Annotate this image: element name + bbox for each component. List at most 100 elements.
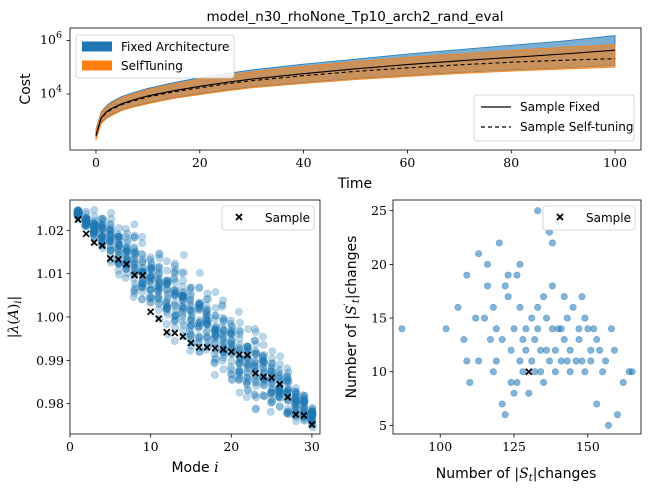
modes-cloud-point <box>283 405 292 414</box>
modes-cloud-point <box>275 374 284 383</box>
modes-cloud-point <box>139 282 147 291</box>
changes-point <box>548 325 556 333</box>
modes-cloud-point <box>274 371 283 380</box>
changes-point <box>575 336 583 344</box>
modes-cloud-point <box>186 346 194 355</box>
modes-cloud-point <box>250 358 259 366</box>
modes-cloud-point <box>235 366 244 375</box>
modes-cloud-point <box>114 232 123 241</box>
modes-cloud-point <box>137 263 146 272</box>
modes-cloud-point <box>292 404 301 413</box>
modes-cloud-point <box>300 392 309 401</box>
modes-cloud-point <box>146 253 155 262</box>
modes-cloud-point <box>212 322 220 331</box>
modes-cloud-point <box>258 391 267 399</box>
modes-cloud-point <box>130 263 139 272</box>
modes-cloud-point <box>130 260 139 268</box>
modes-sample-marker <box>171 329 179 337</box>
modes-cloud-point <box>219 296 227 305</box>
modes-cloud-point <box>283 378 292 387</box>
modes-cloud-point <box>243 370 252 378</box>
modes-cloud-point <box>292 400 301 409</box>
modes-cloud-point <box>179 251 188 259</box>
changes-point <box>522 346 530 354</box>
changes-point <box>540 293 548 301</box>
modes-cloud-point <box>226 330 235 338</box>
modes-cloud-point <box>234 376 243 385</box>
modes-cloud-point <box>162 279 171 288</box>
modes-cloud-point <box>154 295 163 303</box>
modes-cloud-point <box>203 289 212 298</box>
modes-cloud-point <box>243 360 252 369</box>
modes-cloud-point <box>90 225 99 234</box>
modes-cloud-point <box>97 222 106 231</box>
modes-cloud-point <box>291 389 300 397</box>
modes-cloud-point <box>242 379 251 388</box>
modes-cloud-point <box>123 247 132 256</box>
changes-chart: 100 125 150 5 10 15 20 25 Number of |St|change… <box>343 199 642 484</box>
modes-cloud-point <box>187 313 196 322</box>
modes-cloud-point <box>107 226 115 235</box>
modes-cloud-point <box>235 371 244 380</box>
modes-cloud-point <box>178 301 187 310</box>
modes-cloud-point <box>186 305 195 314</box>
modes-cloud-point <box>268 359 277 368</box>
modes-cloud-point <box>163 257 171 266</box>
modes-cloud-point <box>98 214 107 223</box>
modes-cloud-point <box>187 310 196 319</box>
modes-cloud-point <box>211 332 220 340</box>
modes-cloud-point <box>114 232 122 241</box>
changes-point <box>498 336 506 344</box>
modes-cloud-point <box>163 305 172 314</box>
changes-point <box>501 282 509 290</box>
modes-cloud-point <box>202 319 211 328</box>
modes-cloud-point <box>90 212 99 220</box>
modes-cloud-point <box>186 306 195 315</box>
changes-point <box>593 400 601 408</box>
modes-cloud-point <box>81 215 90 223</box>
changes-point <box>613 411 621 419</box>
changes-point <box>492 325 500 333</box>
modes-cloud-point <box>163 303 171 311</box>
modes-cloud-point <box>299 391 307 399</box>
modes-cloud-point <box>107 209 115 217</box>
changes-point <box>528 357 536 365</box>
modes-cloud-point <box>155 264 163 273</box>
modes-cloud-point <box>226 328 235 337</box>
modes-cloud-point <box>98 225 107 234</box>
modes-cloud-point <box>90 226 99 235</box>
modes-cloud-point <box>147 261 156 269</box>
modes-cloud-point <box>82 217 90 226</box>
changes-y-axis-label-var: |S′t| <box>343 294 362 319</box>
changes-point <box>463 357 471 365</box>
changes-point <box>572 357 580 365</box>
modes-cloud-point <box>146 286 155 294</box>
modes-cloud-point <box>131 254 140 263</box>
modes-cloud-point <box>90 231 99 240</box>
modes-cloud-point <box>121 249 130 257</box>
modes-cloud-point <box>179 276 187 285</box>
modes-cloud-point <box>219 353 228 362</box>
modes-x-tick-label: 20 <box>223 439 239 454</box>
modes-sample-marker <box>187 339 195 347</box>
modes-cloud-point <box>252 379 260 387</box>
modes-cloud-point <box>90 219 99 227</box>
changes-y-tick-label: 5 <box>379 418 387 433</box>
changes-point <box>596 346 604 354</box>
modes-cloud-point <box>251 362 260 371</box>
modes-cloud-point <box>252 350 261 359</box>
modes-cloud-point <box>81 222 90 231</box>
changes-x-axis: 100 125 150 <box>428 434 600 454</box>
modes-cloud-point <box>122 252 131 260</box>
modes-cloud-point <box>292 392 301 401</box>
modes-cloud-point <box>163 286 171 294</box>
modes-cloud-point <box>73 206 82 215</box>
modes-cloud-point <box>227 365 236 374</box>
modes-cloud-point <box>115 232 124 241</box>
modes-cloud-point <box>202 316 211 324</box>
modes-cloud-point <box>243 362 252 371</box>
modes-cloud-point <box>284 375 293 384</box>
modes-cloud-point <box>250 336 259 345</box>
changes-y-axis: 5 10 15 20 25 <box>371 203 393 433</box>
modes-cloud-point <box>292 417 301 426</box>
